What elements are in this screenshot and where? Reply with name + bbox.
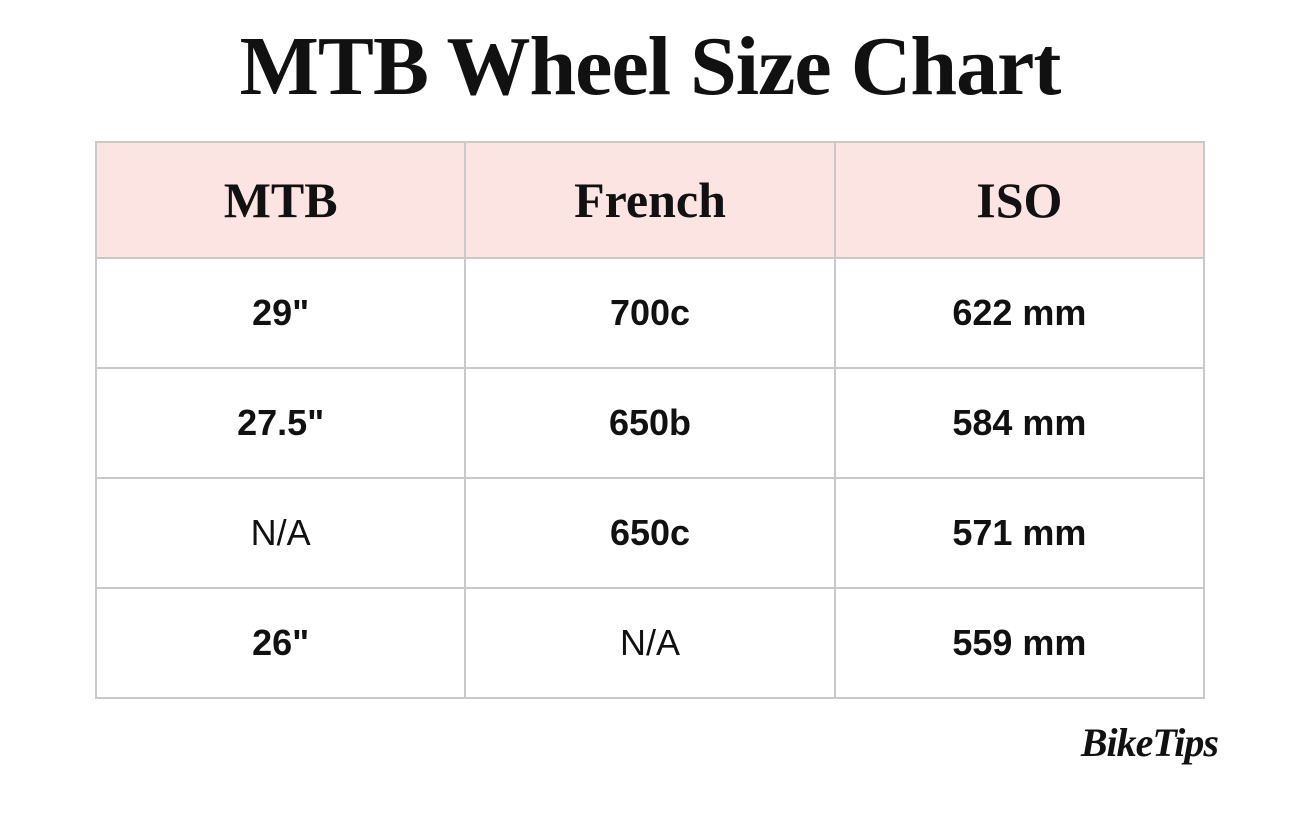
table-row: N/A 650c 571 mm: [96, 478, 1204, 588]
col-header-mtb: MTB: [96, 142, 465, 258]
table-row: 29" 700c 622 mm: [96, 258, 1204, 368]
cell-mtb: 29": [96, 258, 465, 368]
table-row: 26" N/A 559 mm: [96, 588, 1204, 698]
cell-mtb: 27.5": [96, 368, 465, 478]
cell-iso: 571 mm: [835, 478, 1204, 588]
cell-iso: 559 mm: [835, 588, 1204, 698]
cell-french: 700c: [465, 258, 834, 368]
chart-title: MTB Wheel Size Chart: [240, 18, 1061, 115]
table-body: 29" 700c 622 mm 27.5" 650b 584 mm N/A 65…: [96, 258, 1204, 698]
cell-french: 650c: [465, 478, 834, 588]
cell-mtb: 26": [96, 588, 465, 698]
brand-logo: BikeTips: [1081, 719, 1218, 766]
cell-french: N/A: [465, 588, 834, 698]
cell-iso: 622 mm: [835, 258, 1204, 368]
col-header-iso: ISO: [835, 142, 1204, 258]
cell-iso: 584 mm: [835, 368, 1204, 478]
col-header-french: French: [465, 142, 834, 258]
cell-mtb: N/A: [96, 478, 465, 588]
chart-container: MTB Wheel Size Chart MTB French ISO 29" …: [0, 0, 1300, 817]
cell-french: 650b: [465, 368, 834, 478]
table-header-row: MTB French ISO: [96, 142, 1204, 258]
table-header: MTB French ISO: [96, 142, 1204, 258]
table-row: 27.5" 650b 584 mm: [96, 368, 1204, 478]
wheel-size-table: MTB French ISO 29" 700c 622 mm 27.5" 650…: [95, 141, 1205, 699]
